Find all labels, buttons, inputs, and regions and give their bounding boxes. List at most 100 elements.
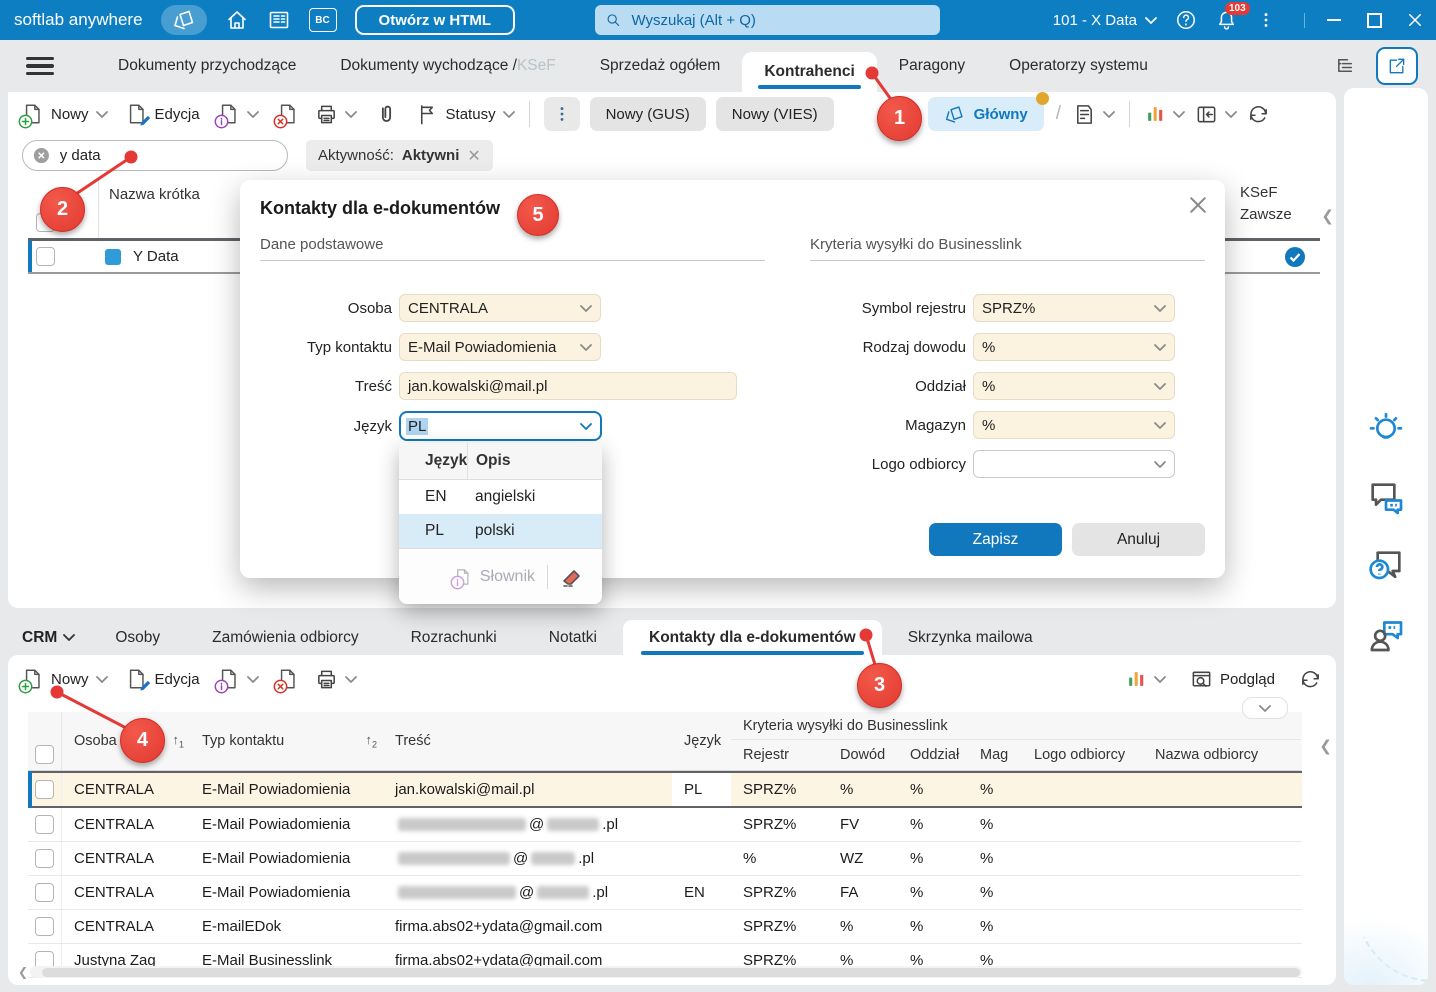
tab-dokumenty-wychodzace-ksef[interactable]: Dokumenty wychodzące / KSeF — [340, 57, 556, 74]
cell-rejestr[interactable]: % — [743, 850, 757, 867]
cell-logo[interactable] — [1022, 842, 1143, 875]
save-button[interactable]: Zapisz — [929, 523, 1062, 556]
help-question-icon[interactable] — [1366, 546, 1406, 586]
table-row[interactable]: CENTRALA E-Mail Powiadomienia jan.kowalski… — [28, 771, 1302, 808]
cell-dowod[interactable]: WZ — [840, 850, 864, 867]
cell-mag[interactable]: % — [980, 884, 994, 901]
grid-search-input[interactable] — [57, 146, 277, 165]
logo-odbiorcy-select[interactable] — [973, 450, 1175, 478]
slownik-button[interactable]: Słownik — [454, 567, 535, 587]
cell-dowod[interactable]: % — [840, 781, 854, 798]
cell-mag[interactable]: % — [980, 781, 994, 798]
cell-logo[interactable] — [1022, 876, 1143, 909]
home-icon[interactable] — [225, 8, 249, 32]
tab-operatorzy-systemu[interactable]: Operatorzy systemu — [1009, 57, 1148, 74]
remove-filter-icon[interactable]: ✕ — [467, 147, 481, 165]
tab-kontakty-dla-e-dokumentow[interactable]: Kontakty dla e-dokumentów — [623, 620, 882, 655]
cell-osoba[interactable]: Justyna Zag — [74, 952, 156, 969]
analysis-button[interactable] — [1144, 103, 1185, 125]
refresh-icon[interactable] — [1299, 668, 1322, 691]
cell-nazwa[interactable] — [1143, 876, 1301, 909]
statuses-button[interactable]: Statusy — [416, 103, 515, 126]
maximize-button[interactable] — [1367, 12, 1382, 28]
cell-rejestr[interactable]: SPRZ% — [743, 781, 797, 798]
grid-search[interactable] — [22, 140, 288, 171]
osoba-select[interactable]: CENTRALA — [399, 294, 601, 322]
cell-typ[interactable]: E-mailEDok — [202, 918, 282, 935]
cell-logo[interactable] — [1022, 808, 1143, 841]
collapse-columns-arrow[interactable]: ❮ — [1319, 738, 1332, 755]
cell-tresc[interactable]: @ .pl — [383, 876, 672, 909]
global-search-input[interactable] — [629, 10, 931, 30]
cell-dowod[interactable]: % — [840, 952, 854, 969]
tab-kontrahenci[interactable]: Kontrahenci — [742, 52, 877, 92]
cell-osoba[interactable]: CENTRALA — [74, 816, 155, 833]
column-nazwa-odbiorcy[interactable]: Nazwa odbiorcy — [1155, 747, 1259, 763]
cell-oddzial[interactable]: % — [910, 816, 924, 833]
print-button[interactable] — [315, 668, 357, 691]
dropdown-option-pl[interactable]: PL polski — [399, 514, 602, 548]
row-checkbox[interactable] — [35, 815, 54, 834]
cell-typ[interactable]: E-Mail Powiadomienia — [202, 781, 351, 798]
cell-nazwa[interactable] — [1143, 842, 1301, 875]
cell-typ[interactable]: E-Mail Powiadomienia — [202, 850, 351, 867]
collapse-panel-button[interactable] — [1242, 697, 1288, 719]
cell-osoba[interactable]: CENTRALA — [74, 850, 155, 867]
tab-skrzynka-mailowa[interactable]: Skrzynka mailowa — [907, 628, 1033, 646]
side-panel-button[interactable] — [1195, 103, 1237, 126]
cell-jezyk[interactable]: PL — [672, 773, 731, 806]
cell-osoba[interactable]: CENTRALA — [74, 884, 155, 901]
table-row[interactable]: CENTRALA E-Mail Powiadomienia @ .pl EN SPRZ% F… — [28, 876, 1302, 910]
dropdown-option-en[interactable]: EN angielski — [399, 480, 602, 514]
workspace-layers-icon[interactable] — [160, 5, 207, 35]
cell-dowod[interactable]: FV — [840, 816, 860, 833]
edit-contact-button[interactable]: Edycja — [126, 667, 200, 691]
edit-button[interactable]: Edycja — [126, 102, 200, 126]
cell-nazwa[interactable] — [1143, 773, 1301, 806]
cell-jezyk[interactable] — [672, 842, 731, 875]
cell-jezyk[interactable] — [672, 808, 731, 841]
cell-mag[interactable]: % — [980, 816, 994, 833]
global-search[interactable] — [595, 5, 941, 35]
scrollbar-thumb[interactable] — [42, 967, 1300, 977]
new-gus-button[interactable]: Nowy (GUS) — [589, 97, 706, 131]
tree-view-icon[interactable] — [1335, 55, 1358, 78]
cell-tresc[interactable]: @ .pl — [383, 842, 672, 875]
print-button[interactable] — [315, 103, 357, 126]
preview-button[interactable]: Podgląd — [1190, 668, 1275, 691]
row-checkbox[interactable] — [35, 780, 54, 799]
minimize-button[interactable] — [1327, 19, 1341, 21]
clear-search-icon[interactable] — [33, 146, 50, 165]
cell-logo[interactable] — [1022, 773, 1143, 806]
cell-nazwa[interactable] — [1143, 910, 1301, 943]
collapse-columns-arrow[interactable]: ❮ — [1321, 208, 1334, 225]
cell-tresc[interactable]: jan.kowalski@mail.pl — [395, 781, 535, 798]
cell-oddzial[interactable]: % — [910, 781, 924, 798]
cell-tresc[interactable]: firma.abs02+ydata@gmail.com — [395, 952, 603, 969]
cell-tresc[interactable]: firma.abs02+ydata@gmail.com — [395, 918, 603, 935]
column-tresc[interactable]: Treść — [395, 733, 431, 749]
crm-menu[interactable]: CRM — [8, 620, 89, 655]
table-row[interactable]: CENTRALA E-Mail Powiadomienia @ .pl% WZ%% — [28, 842, 1302, 876]
tab-sprzedaz-ogolem[interactable]: Sprzedaż ogółem — [599, 57, 721, 74]
oddzial-select[interactable]: % — [973, 372, 1175, 400]
column-oddzial[interactable]: Oddział — [910, 747, 960, 763]
row-checkbox[interactable] — [36, 247, 55, 266]
cell-rejestr[interactable]: SPRZ% — [743, 816, 797, 833]
cell-rejestr[interactable]: SPRZ% — [743, 952, 797, 969]
tab-zamowienia-odbiorcy[interactable]: Zamówienia odbiorcy — [212, 628, 359, 646]
tab-paragony[interactable]: Paragony — [898, 57, 966, 74]
help-icon[interactable] — [1175, 9, 1197, 31]
cell-typ[interactable]: E-Mail Powiadomienia — [202, 884, 351, 901]
tab-rozrachunki[interactable]: Rozrachunki — [410, 628, 497, 646]
column-jezyk[interactable]: Język — [684, 733, 722, 749]
cell-mag[interactable]: % — [980, 850, 994, 867]
cell-oddzial[interactable]: % — [910, 952, 924, 969]
idea-lightbulb-icon[interactable] — [1366, 410, 1406, 450]
delete-doc-button[interactable] — [277, 667, 299, 691]
cell-osoba[interactable]: CENTRALA — [74, 918, 155, 935]
jezyk-combobox[interactable]: PL — [399, 411, 602, 441]
rodzaj-dowodu-select[interactable]: % — [973, 333, 1175, 361]
column-dowod[interactable]: Dowód — [840, 747, 886, 763]
column-osoba[interactable]: Osoba ↑1 — [74, 732, 184, 750]
